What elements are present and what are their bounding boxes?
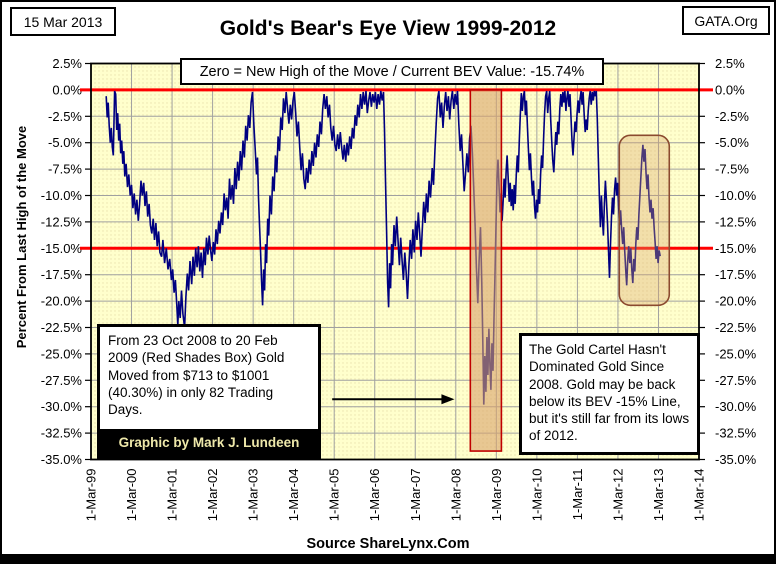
y-tick-label-left: -12.5%	[41, 214, 83, 229]
date-label: 15 Mar 2013	[23, 13, 103, 30]
gata-org-label: GATA.Org	[694, 12, 758, 29]
x-tick-label: 1-Mar-04	[286, 469, 301, 522]
annotation-box-left: From 23 Oct 2008 to 20 Feb 2009 (Red Sha…	[97, 324, 321, 460]
y-tick-label-left: -15.0%	[41, 241, 83, 256]
y-tick-label-left: 2.5%	[52, 56, 82, 71]
y-tick-label-right: -17.5%	[715, 267, 757, 282]
x-tick-label: 1-Mar-08	[448, 469, 463, 522]
y-tick-label-right: -7.5%	[715, 162, 749, 177]
y-tick-label-left: -20.0%	[41, 294, 83, 309]
source-label: Source ShareLynx.Com	[306, 536, 470, 552]
y-tick-label-right: -20.0%	[715, 294, 757, 309]
y-tick-label-right: -12.5%	[715, 214, 757, 229]
y-tick-label-left: -7.5%	[48, 162, 82, 177]
y-tick-label-left: -27.5%	[41, 373, 83, 388]
y-tick-label-right: -22.5%	[715, 320, 757, 335]
y-tick-label-left: -17.5%	[41, 267, 83, 282]
y-axis-title: Percent From Last High of the Move	[14, 125, 29, 349]
zero-note-text: Zero = New High of the Move / Current BE…	[199, 63, 585, 80]
y-tick-label-left: -35.0%	[41, 452, 83, 467]
annotation-box-right: The Gold Cartel Hasn't Dominated Gold Si…	[519, 333, 700, 455]
y-tick-label-right: -2.5%	[715, 109, 749, 124]
y-tick-label-right: -32.5%	[715, 426, 757, 441]
y-tick-label-left: -10.0%	[41, 188, 83, 203]
annotation-left-text: From 23 Oct 2008 to 20 Feb 2009 (Red Sha…	[108, 333, 285, 418]
y-tick-label-right: -27.5%	[715, 373, 757, 388]
annotation-right-text: The Gold Cartel Hasn't Dominated Gold Si…	[529, 342, 690, 444]
x-tick-label: 1-Mar-07	[408, 469, 423, 522]
y-tick-label-left: -22.5%	[41, 320, 83, 335]
x-tick-label: 1-Mar-14	[692, 469, 707, 522]
bottom-border-bar	[2, 554, 774, 562]
x-tick-label: 1-Mar-02	[205, 469, 220, 522]
chart-title: Gold's Bear's Eye View 1999-2012	[219, 17, 557, 40]
date-box: 15 Mar 2013	[10, 7, 116, 36]
y-tick-label-left: -5.0%	[48, 135, 82, 150]
y-tick-label-left: -30.0%	[41, 399, 83, 414]
y-tick-label-right: 2.5%	[715, 56, 745, 71]
zero-note-box: Zero = New High of the Move / Current BE…	[180, 58, 604, 85]
y-tick-label-left: -25.0%	[41, 346, 83, 361]
y-tick-label-left: -32.5%	[41, 426, 83, 441]
x-tick-label: 1-Mar-10	[529, 469, 544, 522]
x-tick-label: 1-Mar-06	[367, 469, 382, 522]
x-tick-label: 1-Mar-00	[124, 469, 139, 522]
y-tick-label-left: 0.0%	[52, 82, 82, 97]
y-tick-label-right: -5.0%	[715, 135, 749, 150]
y-tick-label-right: -15.0%	[715, 241, 757, 256]
y-tick-label-left: -2.5%	[48, 109, 82, 124]
y-tick-label-right: 0.0%	[715, 82, 745, 97]
y-tick-label-right: -30.0%	[715, 399, 757, 414]
x-tick-label: 1-Mar-12	[610, 469, 625, 522]
x-tick-label: 1-Mar-99	[84, 469, 99, 522]
x-tick-label: 1-Mar-09	[489, 469, 504, 522]
x-tick-label: 1-Mar-03	[246, 469, 261, 522]
y-tick-label-right: -10.0%	[715, 188, 757, 203]
y-tick-label-right: -25.0%	[715, 346, 757, 361]
x-tick-label: 1-Mar-05	[327, 469, 342, 522]
x-tick-label: 1-Mar-01	[165, 469, 180, 522]
x-tick-label: 1-Mar-11	[570, 469, 585, 521]
y-tick-label-right: -35.0%	[715, 452, 757, 467]
x-tick-label: 1-Mar-13	[651, 469, 666, 522]
gata-org-box: GATA.Org	[682, 6, 770, 35]
credit-bar: Graphic by Mark J. Lundeen	[100, 429, 318, 457]
